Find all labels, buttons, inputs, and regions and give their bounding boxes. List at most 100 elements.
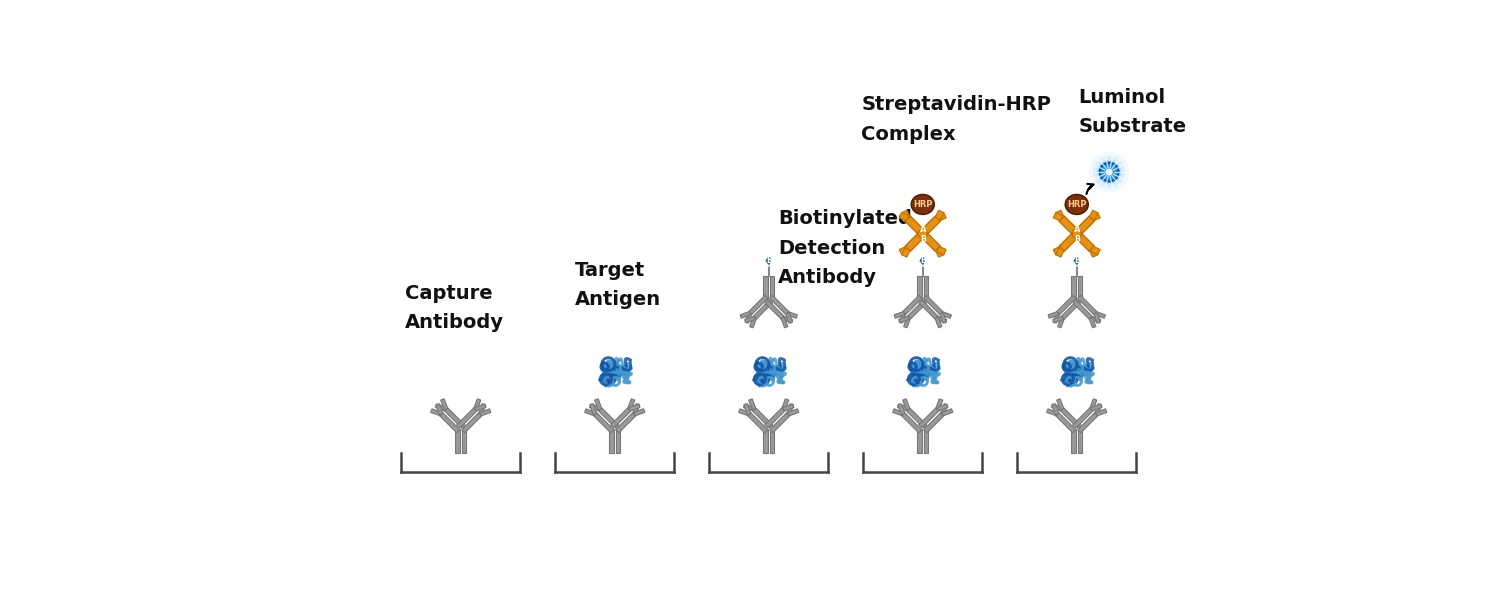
Polygon shape xyxy=(436,404,442,415)
Polygon shape xyxy=(1047,409,1058,416)
Text: HRP: HRP xyxy=(1066,200,1086,209)
Polygon shape xyxy=(1095,409,1107,416)
Polygon shape xyxy=(440,413,460,433)
Polygon shape xyxy=(936,248,944,257)
Polygon shape xyxy=(753,300,772,319)
Polygon shape xyxy=(1056,295,1076,314)
Bar xyxy=(1071,276,1076,299)
Polygon shape xyxy=(1089,317,1096,328)
Bar xyxy=(1078,429,1083,453)
Polygon shape xyxy=(747,413,768,433)
Polygon shape xyxy=(628,404,640,411)
Polygon shape xyxy=(435,404,447,411)
Polygon shape xyxy=(590,404,597,415)
Polygon shape xyxy=(476,404,486,411)
Polygon shape xyxy=(1074,231,1095,251)
Bar xyxy=(764,429,768,453)
Polygon shape xyxy=(782,399,789,410)
Text: Antigen: Antigen xyxy=(574,290,662,310)
Text: A: A xyxy=(920,224,926,233)
Polygon shape xyxy=(1072,408,1094,428)
Text: B: B xyxy=(1074,256,1080,265)
Polygon shape xyxy=(1056,210,1064,220)
Polygon shape xyxy=(1089,399,1096,410)
Text: Target: Target xyxy=(574,261,645,280)
Polygon shape xyxy=(1089,248,1098,257)
Polygon shape xyxy=(786,313,792,323)
Polygon shape xyxy=(786,404,794,415)
Polygon shape xyxy=(788,409,800,416)
Polygon shape xyxy=(904,231,926,251)
Polygon shape xyxy=(1056,413,1076,433)
Circle shape xyxy=(1094,156,1125,188)
Bar xyxy=(616,429,621,453)
Polygon shape xyxy=(1053,246,1062,255)
Polygon shape xyxy=(788,311,798,318)
Polygon shape xyxy=(750,317,756,328)
Polygon shape xyxy=(590,404,600,411)
Polygon shape xyxy=(1090,212,1100,221)
Text: B: B xyxy=(766,256,771,265)
Bar xyxy=(764,276,768,299)
Polygon shape xyxy=(594,413,613,433)
Polygon shape xyxy=(1052,404,1062,411)
Polygon shape xyxy=(1074,216,1095,236)
Circle shape xyxy=(918,229,927,238)
Bar xyxy=(462,429,466,453)
Polygon shape xyxy=(938,212,946,221)
Polygon shape xyxy=(898,313,906,323)
Polygon shape xyxy=(936,210,944,220)
Bar xyxy=(918,276,921,299)
Text: Biotinylated: Biotinylated xyxy=(778,209,912,229)
Polygon shape xyxy=(902,210,910,220)
Text: Capture: Capture xyxy=(405,284,494,303)
Polygon shape xyxy=(918,408,939,428)
Bar xyxy=(924,429,928,453)
Polygon shape xyxy=(939,313,946,323)
Text: Luminol: Luminol xyxy=(1078,88,1166,107)
Polygon shape xyxy=(898,404,904,415)
Polygon shape xyxy=(480,409,490,416)
Polygon shape xyxy=(744,404,752,415)
Polygon shape xyxy=(1060,300,1080,319)
Text: Streptavidin-HRP: Streptavidin-HRP xyxy=(861,95,1052,115)
Polygon shape xyxy=(892,409,904,416)
Polygon shape xyxy=(1095,404,1101,415)
Polygon shape xyxy=(1060,408,1082,428)
Circle shape xyxy=(1089,152,1130,193)
Polygon shape xyxy=(782,316,794,323)
Polygon shape xyxy=(936,316,946,323)
Polygon shape xyxy=(900,212,909,221)
Bar xyxy=(916,429,921,453)
Polygon shape xyxy=(1090,246,1100,255)
Polygon shape xyxy=(906,408,927,428)
Bar xyxy=(924,276,928,299)
Polygon shape xyxy=(1090,404,1102,411)
Polygon shape xyxy=(920,216,940,236)
Polygon shape xyxy=(904,216,926,236)
Polygon shape xyxy=(938,404,948,411)
Polygon shape xyxy=(1048,311,1059,318)
Polygon shape xyxy=(920,300,939,319)
Polygon shape xyxy=(920,231,940,251)
Polygon shape xyxy=(744,316,756,323)
Polygon shape xyxy=(744,404,754,411)
Polygon shape xyxy=(894,311,904,318)
Polygon shape xyxy=(903,399,910,410)
Polygon shape xyxy=(633,404,639,415)
Bar xyxy=(609,429,613,453)
Polygon shape xyxy=(748,295,768,314)
Polygon shape xyxy=(1077,413,1098,433)
Circle shape xyxy=(1072,229,1082,238)
Bar xyxy=(454,429,459,453)
Text: Substrate: Substrate xyxy=(1078,117,1186,136)
Text: A: A xyxy=(1074,224,1080,233)
Polygon shape xyxy=(1089,210,1098,220)
Polygon shape xyxy=(1053,212,1062,221)
Polygon shape xyxy=(430,409,442,416)
Polygon shape xyxy=(598,408,619,428)
Polygon shape xyxy=(1094,313,1101,323)
Text: HRP: HRP xyxy=(914,200,933,209)
Bar xyxy=(1071,429,1076,453)
Polygon shape xyxy=(478,404,486,415)
